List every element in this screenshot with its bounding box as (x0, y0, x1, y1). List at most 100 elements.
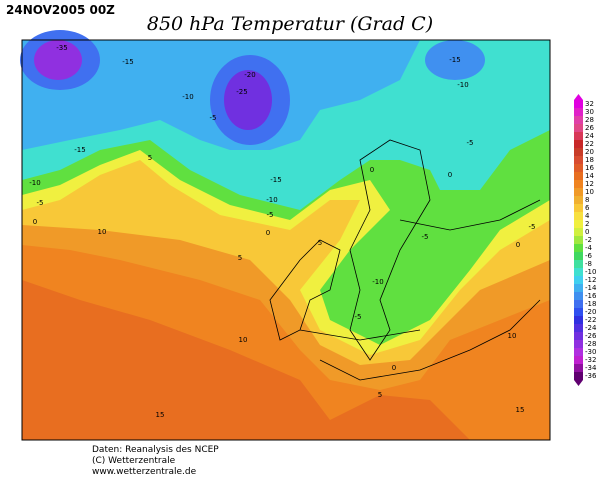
colorbar-label: 32 (585, 100, 594, 108)
contour-label: 0 (448, 171, 452, 179)
map (20, 30, 551, 441)
colorbar-label: -12 (585, 276, 596, 284)
contour-label: 0 (33, 218, 37, 226)
date: 24NOV2005 00Z (6, 3, 115, 17)
colorbar-label: -2 (585, 236, 592, 244)
colorbar: 32302826242220181614121086420-2-4-6-8-10… (574, 94, 597, 386)
cold-core (224, 70, 272, 130)
colorbar-swatch (574, 252, 583, 260)
colorbar-label: -22 (585, 316, 596, 324)
map-frame (21, 39, 551, 441)
title: 850 hPa Temperatur (Grad C) (147, 13, 433, 35)
colorbar-label: 10 (585, 188, 594, 196)
contour-label: 5 (378, 391, 382, 399)
colorbar-label: -18 (585, 300, 596, 308)
contour-label: -25 (236, 88, 247, 96)
colorbar-swatch (574, 116, 583, 124)
colorbar-label: 2 (585, 220, 589, 228)
colorbar-label: 28 (585, 116, 594, 124)
colorbar-swatch (574, 284, 583, 292)
colorbar-swatch (574, 308, 583, 316)
contour-label: -15 (270, 176, 281, 184)
colorbar-swatch (574, 204, 583, 212)
colorbar-swatch (574, 268, 583, 276)
contour-label: -5 (529, 223, 536, 231)
colorbar-swatch (574, 348, 583, 356)
contour-label: 0 (392, 364, 396, 372)
footer-line: Daten: Reanalysis des NCEP (92, 445, 219, 455)
colorbar-label: -28 (585, 340, 596, 348)
colorbar-label: 30 (585, 108, 594, 116)
colorbar-label: 4 (585, 212, 590, 220)
contour-label: -10 (457, 81, 468, 89)
colorbar-swatch (574, 364, 583, 372)
contour-label: -10 (372, 278, 383, 286)
colorbar-label: -36 (585, 372, 597, 380)
colorbar-label: -4 (585, 244, 593, 252)
contour-label: 10 (508, 332, 517, 340)
colorbar-label: 8 (585, 196, 589, 204)
cold-core (34, 40, 82, 80)
contour-label: -10 (266, 196, 277, 204)
colorbar-label: 16 (585, 164, 594, 172)
colorbar-swatch (574, 292, 583, 300)
colorbar-swatch (574, 148, 583, 156)
colorbar-label: -34 (585, 364, 597, 372)
colorbar-swatch (574, 108, 583, 116)
contour-label: 0 (266, 229, 270, 237)
contour-label: -5 (37, 199, 44, 207)
colorbar-swatch (574, 220, 583, 228)
colorbar-swatch (574, 172, 583, 180)
colorbar-label: -14 (585, 284, 597, 292)
colorbar-swatch (574, 324, 583, 332)
colorbar-swatch (574, 124, 583, 132)
contour-label: 5 (238, 254, 242, 262)
footer-line: (C) Wetterzentrale (92, 456, 176, 466)
colorbar-swatch (574, 164, 583, 172)
contour-label: -10 (29, 179, 40, 187)
colorbar-label: 18 (585, 156, 594, 164)
contour-label: 15 (156, 411, 165, 419)
contour-label: -5 (210, 114, 217, 122)
contour-label: -5 (355, 313, 362, 321)
colorbar-swatch (574, 212, 583, 220)
colorbar-label: 24 (585, 132, 594, 140)
colorbar-label: -8 (585, 260, 592, 268)
colorbar-swatch (574, 140, 583, 148)
coastline (269, 139, 541, 381)
colorbar-swatch (574, 156, 583, 164)
contour-label: -5 (422, 233, 429, 241)
contour-label: -20 (244, 71, 255, 79)
contour-label: 5 (318, 239, 322, 247)
colorbar-swatch (574, 300, 583, 308)
colorbar-label: -6 (585, 252, 593, 260)
colorbar-label: 26 (585, 124, 594, 132)
colorbar-swatch (574, 188, 583, 196)
colorbar-label: -20 (585, 308, 596, 316)
colorbar-label: 6 (585, 204, 590, 212)
colorbar-swatch (574, 340, 583, 348)
colorbar-label: -32 (585, 356, 596, 364)
colorbar-swatch (574, 260, 583, 268)
colorbar-swatch (574, 276, 583, 284)
colorbar-swatch (574, 236, 583, 244)
colorbar-label: 14 (585, 172, 594, 180)
contour-label: 15 (516, 406, 525, 414)
colorbar-swatch (574, 196, 583, 204)
colorbar-swatch (574, 100, 583, 108)
colorbar-end (574, 380, 583, 386)
colorbar-swatch (574, 316, 583, 324)
colorbar-swatch (574, 244, 583, 252)
colorbar-label: 0 (585, 228, 589, 236)
colorbar-label: -26 (585, 332, 597, 340)
footer-line: www.wetterzentrale.de (92, 467, 197, 477)
contour-label: 0 (370, 166, 374, 174)
colorbar-swatch (574, 228, 583, 236)
cold-core (425, 40, 485, 80)
colorbar-swatch (574, 356, 583, 364)
contour-label: 5 (148, 154, 152, 162)
colorbar-swatch (574, 332, 583, 340)
colorbar-label: -16 (585, 292, 597, 300)
colorbar-label: -24 (585, 324, 597, 332)
